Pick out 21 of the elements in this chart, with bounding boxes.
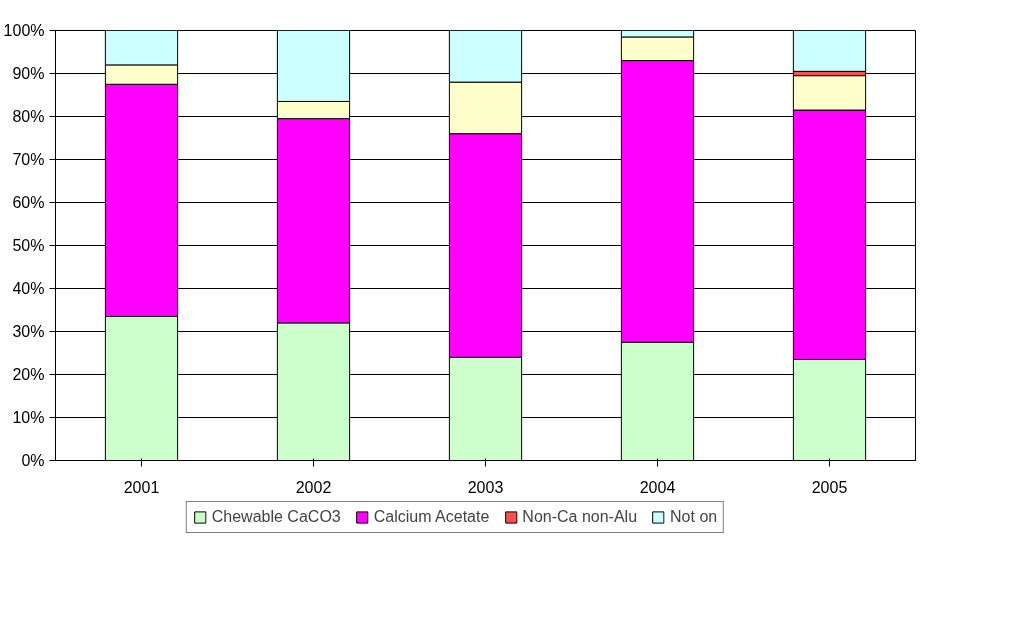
x-tick-label: 2001 [123, 478, 160, 496]
legend-label: Chewable CaCO3 [211, 508, 341, 526]
y-tick-label: 50% [12, 237, 45, 254]
legend-label: Calcium Acetate [373, 508, 490, 526]
y-tick-label: 40% [12, 280, 45, 297]
y-tick-label: 20% [12, 366, 45, 383]
x-tick-label: 2004 [639, 478, 676, 496]
legend-label: Not on [670, 508, 718, 526]
y-tick-label: 100% [3, 22, 45, 39]
y-tick-label: 60% [12, 194, 45, 211]
y-tick-label: 80% [12, 108, 45, 125]
bar [792, 30, 867, 72]
y-tick-label: 0% [21, 452, 45, 469]
y-tick-label: 10% [12, 409, 45, 426]
y-tick-label: 70% [12, 151, 45, 168]
x-tick-label: 2002 [295, 478, 332, 496]
y-tick-label: 90% [12, 65, 45, 82]
x-tick-label: 2003 [467, 478, 504, 496]
x-tick-label: 2005 [811, 478, 848, 496]
legend-label: Non-Ca non-Alu [522, 508, 638, 526]
y-tick-label: 30% [12, 323, 45, 340]
